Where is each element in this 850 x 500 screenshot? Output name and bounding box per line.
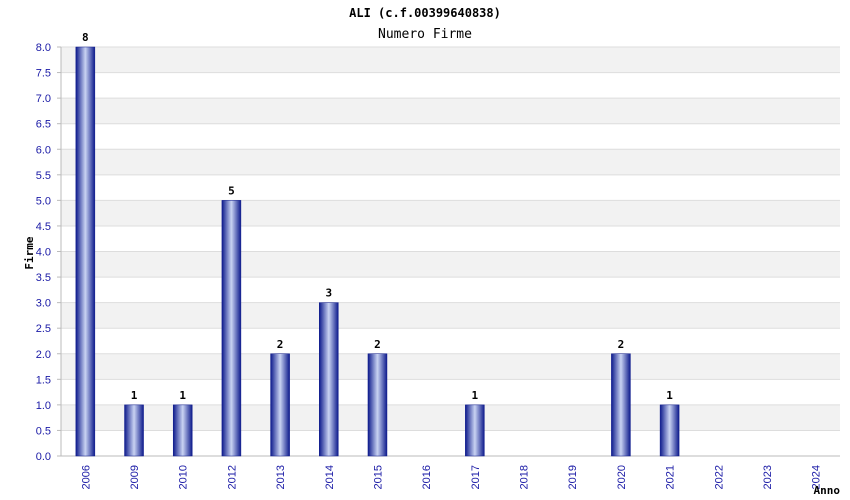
x-tick-label-2020: 2020: [616, 465, 628, 489]
grid-band: [61, 302, 840, 329]
x-tick-label-2015: 2015: [372, 465, 384, 489]
grid-band: [61, 379, 840, 405]
y-tick-label: 6.0: [36, 144, 51, 156]
x-tick-label-2013: 2013: [275, 465, 287, 489]
y-axis-label: Firme: [23, 236, 36, 269]
x-tick-label-2019: 2019: [567, 465, 579, 489]
data-label-2017: 1: [472, 389, 479, 402]
grid-band: [61, 225, 840, 252]
y-tick-label: 5.5: [36, 170, 51, 182]
grid-band: [61, 174, 840, 201]
y-tick-label: 4.5: [36, 221, 51, 233]
x-tick-label-2006: 2006: [80, 465, 92, 489]
x-tick-label-2017: 2017: [470, 465, 482, 489]
data-label-2013: 2: [277, 338, 284, 351]
x-tick-label-2010: 2010: [178, 465, 190, 489]
bar-2015: [367, 353, 388, 457]
bar-2021: [659, 404, 680, 457]
y-tick-label: 4.0: [36, 247, 51, 259]
x-tick-labels: 2006 2009 2010 2012 2013 2014 2015 2016 2017 2018…: [80, 465, 822, 489]
y-tick-label: 6.5: [36, 119, 51, 131]
y-tick-label: 8.0: [36, 42, 51, 54]
bar-2013: [270, 353, 290, 457]
x-tick-label-2018: 2018: [519, 465, 531, 489]
y-tick-label: 3.5: [36, 272, 51, 284]
data-label-2010: 1: [179, 389, 186, 402]
y-tick-label: 0.5: [36, 425, 51, 437]
y-tick-label: 7.5: [36, 68, 51, 80]
data-label-2020: 2: [618, 338, 625, 351]
bar-2020: [611, 353, 631, 457]
x-tick-label-2009: 2009: [129, 465, 141, 489]
data-labels: 8 1 1 5 2 3 2 1 2 1: [82, 31, 673, 402]
data-label-2009: 1: [131, 389, 138, 402]
y-tick-label: 7.0: [36, 93, 51, 105]
grid-band: [61, 98, 840, 124]
data-label-2021: 1: [666, 389, 673, 402]
grid-band: [61, 251, 840, 278]
bar-2010: [172, 404, 193, 457]
grid-band: [61, 123, 840, 150]
x-tick-label-2023: 2023: [762, 465, 774, 489]
y-tick-label: 2.5: [36, 323, 51, 335]
bar-2006: [75, 46, 96, 457]
x-tick-label-2014: 2014: [324, 465, 336, 489]
y-tick-labels: 0.0 0.5 1.0 1.5 2.0 2.5 3.0 3.5 4.0 4.5 5.0 5.5 6.0 6…: [36, 42, 51, 463]
grid-band: [61, 277, 840, 303]
chart-subtitle: Numero Firme: [378, 27, 472, 42]
x-tick-label-2012: 2012: [226, 465, 238, 489]
y-tick-label: 1.5: [36, 374, 51, 386]
plot-background: [61, 47, 840, 456]
x-tick-label-2016: 2016: [421, 465, 433, 489]
y-tick-label: 2.0: [36, 349, 51, 361]
grid-band: [61, 149, 840, 175]
x-tick-label-2021: 2021: [665, 465, 677, 489]
grid-band: [61, 328, 840, 354]
x-axis-label: Anno: [814, 484, 841, 497]
grid-band: [61, 353, 840, 380]
data-label-2014: 3: [325, 287, 332, 300]
bar-2017: [465, 404, 485, 457]
y-tick-label: 5.0: [36, 195, 51, 207]
x-tick-label-2022: 2022: [713, 465, 725, 489]
bar-2009: [124, 404, 144, 457]
bar-2012: [221, 200, 242, 457]
grid-band: [61, 47, 840, 73]
x-tick-label-2024: 2024: [811, 465, 823, 489]
y-tick-label: 1.0: [36, 400, 51, 412]
y-tick-label: 3.0: [36, 298, 51, 310]
grid-band: [61, 200, 840, 226]
bar-2014: [319, 302, 339, 457]
grid-band: [61, 72, 840, 99]
data-label-2012: 5: [228, 184, 235, 197]
y-tick-label: 0.0: [36, 451, 51, 463]
data-label-2015: 2: [374, 338, 381, 351]
chart-title: ALI (c.f.00399640838): [349, 6, 501, 20]
bars: [75, 46, 680, 457]
gridlines: [61, 46, 840, 457]
data-label-2006: 8: [82, 31, 89, 44]
